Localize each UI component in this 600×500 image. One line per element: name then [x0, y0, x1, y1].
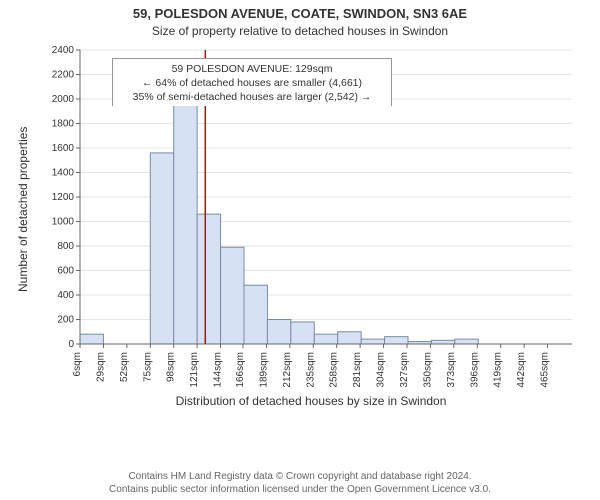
svg-text:75sqm: 75sqm: [142, 352, 153, 382]
svg-text:465sqm: 465sqm: [540, 352, 551, 388]
histogram-plot: 0 200 400 600 800 1000 1200 1400 1600 1800 2000 220…: [50, 44, 578, 400]
svg-text:281sqm: 281sqm: [352, 352, 363, 388]
svg-text:2000: 2000: [52, 94, 75, 105]
svg-text:144sqm: 144sqm: [213, 352, 224, 388]
svg-text:6sqm: 6sqm: [72, 352, 83, 376]
chart-container: 59, POLESDON AVENUE, COATE, SWINDON, SN3…: [0, 0, 600, 500]
svg-text:419sqm: 419sqm: [493, 352, 504, 388]
svg-text:121sqm: 121sqm: [189, 352, 200, 388]
svg-text:235sqm: 235sqm: [305, 352, 316, 388]
svg-text:2400: 2400: [52, 45, 75, 56]
svg-text:0: 0: [68, 339, 74, 350]
page-subtitle: Size of property relative to detached ho…: [0, 22, 600, 38]
svg-text:98sqm: 98sqm: [166, 352, 177, 382]
svg-text:1200: 1200: [52, 192, 75, 203]
svg-text:1600: 1600: [52, 143, 75, 154]
svg-text:29sqm: 29sqm: [95, 352, 106, 382]
svg-text:600: 600: [57, 266, 74, 277]
svg-text:166sqm: 166sqm: [235, 352, 246, 388]
svg-text:52sqm: 52sqm: [119, 352, 130, 382]
annotation-line1: 59 POLESDON AVENUE: 129sqm: [119, 62, 385, 76]
svg-text:1800: 1800: [52, 119, 75, 130]
annotation-line3: 35% of semi-detached houses are larger (…: [119, 90, 385, 104]
svg-text:200: 200: [57, 315, 74, 326]
svg-text:1400: 1400: [52, 168, 75, 179]
svg-text:373sqm: 373sqm: [446, 352, 457, 388]
footer-line-1: Contains HM Land Registry data © Crown c…: [0, 470, 600, 483]
svg-text:2200: 2200: [52, 70, 75, 81]
svg-text:327sqm: 327sqm: [399, 352, 410, 388]
svg-text:400: 400: [57, 290, 74, 301]
svg-text:350sqm: 350sqm: [422, 352, 433, 388]
annotation-line2: ← 64% of detached houses are smaller (4,…: [119, 76, 385, 90]
y-axis-label: Number of detached properties: [16, 127, 30, 292]
footer-line-2: Contains public sector information licen…: [0, 483, 600, 496]
chart-area: 0 200 400 600 800 1000 1200 1400 1600 1800 2000 220…: [50, 44, 578, 400]
x-axis-label: Distribution of detached houses by size …: [50, 394, 572, 408]
svg-text:800: 800: [57, 241, 74, 252]
svg-text:396sqm: 396sqm: [469, 352, 480, 388]
page-title: 59, POLESDON AVENUE, COATE, SWINDON, SN3…: [0, 0, 600, 22]
svg-text:212sqm: 212sqm: [282, 352, 293, 388]
svg-text:442sqm: 442sqm: [516, 352, 527, 388]
svg-text:304sqm: 304sqm: [376, 352, 387, 388]
svg-text:189sqm: 189sqm: [258, 352, 269, 388]
svg-text:1000: 1000: [52, 217, 75, 228]
svg-text:258sqm: 258sqm: [329, 352, 340, 388]
footer-text: Contains HM Land Registry data © Crown c…: [0, 470, 600, 496]
annotation-box: 59 POLESDON AVENUE: 129sqm← 64% of detac…: [112, 58, 392, 106]
